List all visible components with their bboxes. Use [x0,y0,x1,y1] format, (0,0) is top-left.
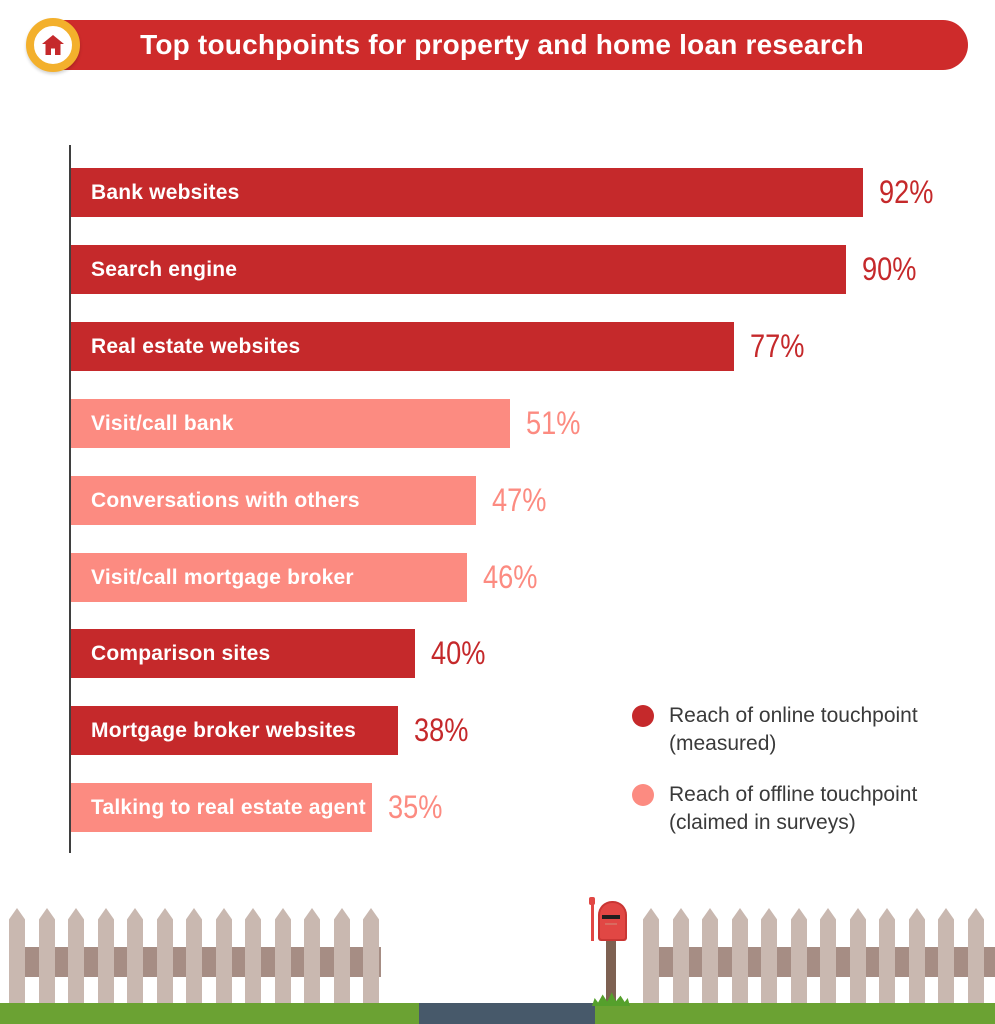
bar-row-real-estate-websites: Real estate websites 77% [71,322,814,371]
bar-visit-call-bank: Visit/call bank [71,399,510,448]
fence-picket [304,908,320,1003]
legend-label: Reach of offline touchpoint (claimed in s… [669,783,918,835]
bar-label: Visit/call bank [91,411,234,435]
fence-picket [68,908,84,1003]
bar-row-talking-to-real-estate-agent: Talking to real estate agent 35% [71,783,452,832]
title-banner: Top touchpoints for property and home lo… [36,20,968,70]
mailbox-detail-line [605,923,617,925]
mailbox-icon [598,901,627,941]
fence-picket [820,908,836,1003]
mailbox-flag-knob [589,897,595,905]
bar-value: 92% [879,174,934,210]
fence-picket [909,908,925,1003]
bar-label: Search engine [91,257,238,281]
bar-label: Mortgage broker websites [91,718,357,742]
mailbox-flag-icon [591,899,594,941]
mailbox-post [606,938,616,1002]
bar-row-search-engine: Search engine 90% [71,245,926,294]
fence-picket [216,908,232,1003]
bar-row-conversations-with-others: Conversations with others 47% [71,476,556,525]
fence-picket [968,908,984,1003]
bar-label: Bank websites [91,180,240,204]
bar-value: 40% [431,635,486,671]
bar-comparison-sites: Comparison sites [71,629,415,678]
fence-rail [643,947,995,977]
bar-value: 38% [414,712,469,748]
bar-label: Comparison sites [91,641,271,665]
fence-picket [9,908,25,1003]
home-badge [26,18,80,72]
fence-picket [938,908,954,1003]
bar-mortgage-broker-websites: Mortgage broker websites [71,706,398,755]
mailbox-front [600,903,625,939]
bar-real-estate-websites: Real estate websites [71,322,734,371]
bar-value: 51% [526,405,581,441]
mailbox-slot [602,915,620,919]
bar-bank-websites: Bank websites [71,168,863,217]
fence-picket [732,908,748,1003]
bar-value: 35% [388,789,443,825]
bar-row-visit-call-bank: Visit/call bank 51% [71,399,590,448]
bar-label: Talking to real estate agent [91,795,366,819]
fence-picket [673,908,689,1003]
fence-picket [850,908,866,1003]
chart-legend: Reach of online touchpoint (measured) Reac… [632,702,918,837]
fence-picket [702,908,718,1003]
fence-picket [98,908,114,1003]
home-icon [41,34,65,56]
fence-picket [761,908,777,1003]
fence-picket [157,908,173,1003]
fence-picket [245,908,261,1003]
fence-picket [334,908,350,1003]
fence-picket [186,908,202,1003]
bar-label: Visit/call mortgage broker [91,565,354,589]
picket-fence-right [643,908,995,1003]
bar-value: 77% [750,328,805,364]
bar-value: 46% [483,559,538,595]
bar-talking-to-real-estate-agent: Talking to real estate agent [71,783,372,832]
fence-picket [39,908,55,1003]
bar-label: Real estate websites [91,334,301,358]
fence-picket [127,908,143,1003]
legend-label: Reach of online touchpoint (measured) [669,704,918,755]
driveway-path [419,1003,595,1024]
bar-row-visit-call-mortgage-broker: Visit/call mortgage broker 46% [71,553,547,602]
y-axis-line [69,145,71,853]
bar-row-comparison-sites: Comparison sites 40% [71,629,495,678]
legend-item-offline: Reach of offline touchpoint (claimed in s… [632,781,918,836]
page-title: Top touchpoints for property and home lo… [140,29,864,60]
bar-row-mortgage-broker-websites: Mortgage broker websites 38% [71,706,478,755]
bar-label: Conversations with others [91,488,360,512]
bar-conversations-with-others: Conversations with others [71,476,476,525]
legend-item-online: Reach of online touchpoint (measured) [632,702,918,757]
bar-value: 90% [862,251,917,287]
legend-dot-online [632,705,654,727]
fence-picket [879,908,895,1003]
fence-picket [275,908,291,1003]
fence-picket [791,908,807,1003]
fence-picket [643,908,659,1003]
legend-dot-offline [632,784,654,807]
bar-row-bank-websites: Bank websites 92% [71,168,943,217]
bar-search-engine: Search engine [71,245,846,294]
bar-value: 47% [492,482,547,518]
fence-picket [363,908,379,1003]
bar-visit-call-mortgage-broker: Visit/call mortgage broker [71,553,467,602]
picket-fence-left [9,908,381,1003]
